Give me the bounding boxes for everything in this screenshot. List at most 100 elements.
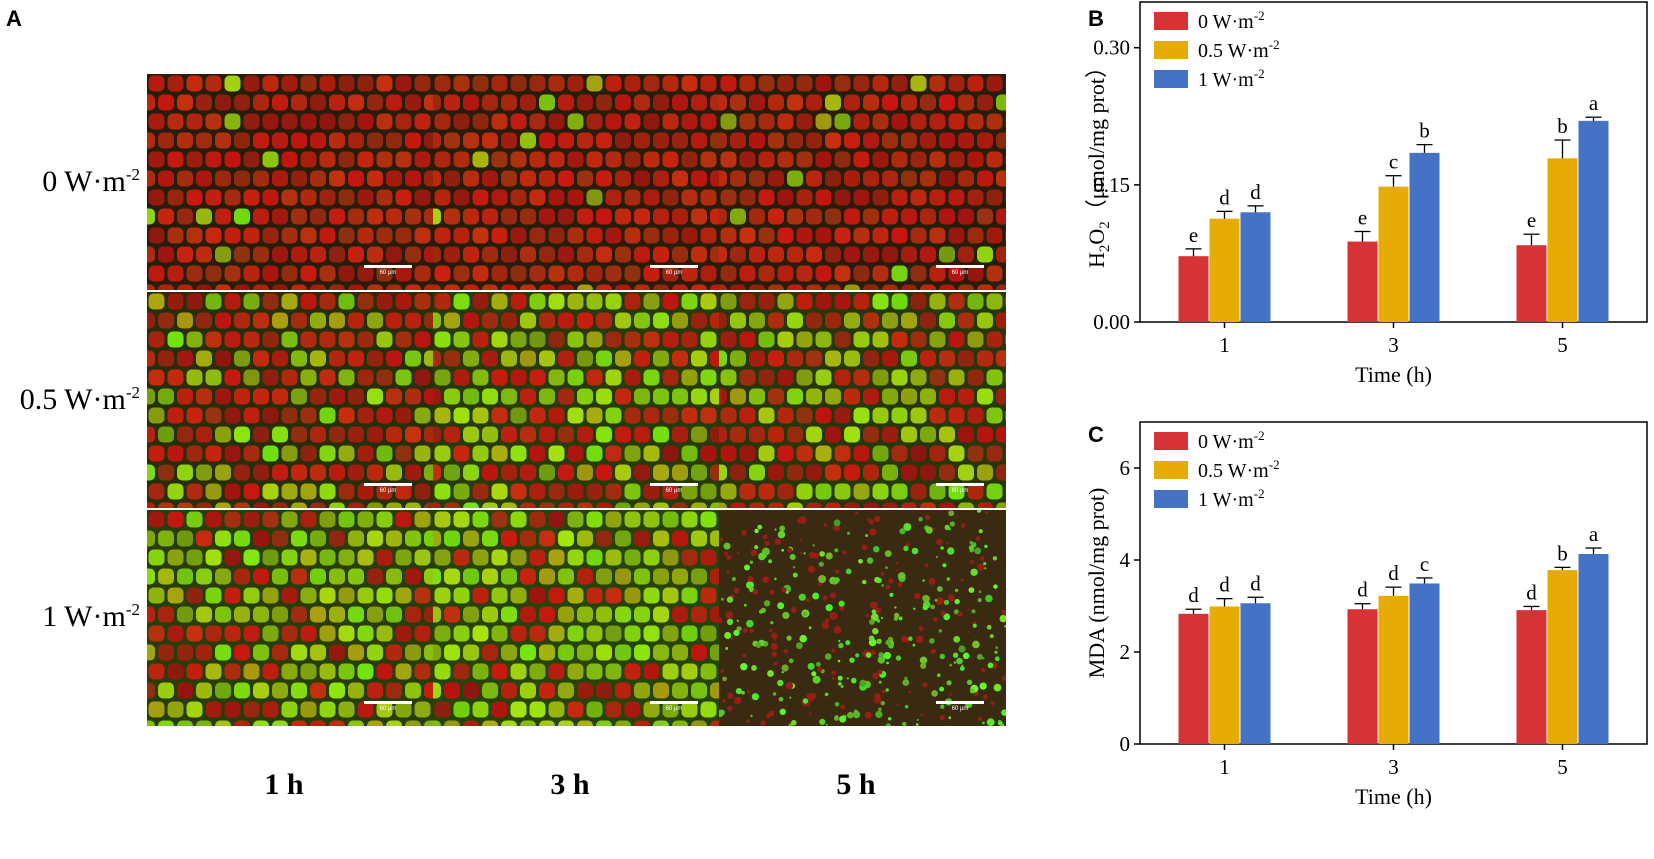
bar — [1178, 256, 1209, 322]
y-tick-label: 0.30 — [1093, 36, 1130, 60]
bar — [1578, 120, 1609, 322]
significance-letter: c — [1389, 150, 1398, 174]
bar — [1516, 610, 1547, 744]
x-tick-label: 5 — [1557, 333, 1568, 357]
scale-bar-line — [364, 701, 412, 704]
scale-bar: 60 µm — [364, 701, 412, 712]
bar — [1547, 570, 1578, 744]
legend-label: 0.5 W·m-2 — [1198, 457, 1280, 482]
panel-b-letter: B — [1088, 6, 1104, 31]
bar — [1347, 609, 1378, 744]
x-tick-label: 3 — [1388, 333, 1399, 357]
legend-swatch — [1154, 70, 1188, 88]
x-axis-label: Time (h) — [1355, 784, 1432, 809]
micrograph-r2-c1: 60 µm — [433, 510, 720, 726]
bar — [1347, 241, 1378, 322]
row-label-1w: 1 W·m-2 — [42, 600, 140, 633]
significance-letter: e — [1358, 205, 1367, 229]
significance-letter: d — [1250, 571, 1261, 595]
legend-label: 0.5 W·m-2 — [1198, 37, 1280, 62]
scale-bar-label: 60 µm — [379, 488, 397, 494]
y-tick-label: 0.15 — [1093, 173, 1130, 197]
x-axis-label: Time (h) — [1355, 362, 1432, 387]
legend-label: 0 W·m-2 — [1198, 8, 1265, 33]
bar — [1378, 595, 1409, 744]
significance-letter: d — [1357, 578, 1368, 602]
y-tick-label: 6 — [1120, 456, 1131, 480]
scale-bar-line — [650, 483, 698, 486]
scale-bar-label: 60 µm — [665, 488, 683, 494]
significance-letter: e — [1527, 208, 1536, 232]
micrograph-r1-c0: 60 µm — [147, 292, 434, 508]
scale-bar-label: 60 µm — [665, 270, 683, 276]
legend-swatch — [1154, 461, 1188, 479]
significance-letter: e — [1189, 223, 1198, 247]
bar — [1409, 583, 1440, 744]
y-axis-label: MDA (nmol/mg prot) — [1084, 488, 1109, 679]
significance-letter: b — [1557, 114, 1568, 138]
scale-bar-line — [650, 701, 698, 704]
bar — [1240, 603, 1271, 744]
x-tick-label: 1 — [1219, 755, 1230, 779]
legend-swatch — [1154, 432, 1188, 450]
scale-bar: 60 µm — [650, 265, 698, 276]
scale-bar: 60 µm — [936, 265, 984, 276]
significance-letter: b — [1557, 541, 1568, 565]
row-label-0w: 0 W·m-2 — [42, 165, 140, 198]
micrograph-r0-c0: 60 µm — [147, 74, 434, 290]
scale-bar-label: 60 µm — [379, 270, 397, 276]
scale-bar-line — [936, 265, 984, 268]
scale-bar: 60 µm — [650, 701, 698, 712]
col-label-3h: 3 h — [550, 768, 590, 801]
significance-letter: d — [1388, 561, 1399, 585]
significance-letter: d — [1219, 573, 1230, 597]
significance-letter: d — [1526, 580, 1537, 604]
x-tick-label: 1 — [1219, 333, 1230, 357]
scale-bar-line — [364, 265, 412, 268]
significance-letter: d — [1188, 583, 1199, 607]
col-label-5h: 5 h — [836, 768, 876, 801]
bar — [1209, 606, 1240, 744]
scale-bar-label: 60 µm — [665, 706, 683, 712]
legend-swatch — [1154, 41, 1188, 59]
significance-letter: d — [1250, 180, 1261, 204]
bar — [1516, 245, 1547, 322]
scale-bar: 60 µm — [364, 265, 412, 276]
bar — [1240, 212, 1271, 322]
scale-bar-label: 60 µm — [379, 706, 397, 712]
panel-a-letter: A — [6, 6, 22, 31]
legend-label: 1 W·m-2 — [1198, 66, 1265, 91]
micrograph-r0-c1: 60 µm — [433, 74, 720, 290]
bar — [1409, 152, 1440, 322]
y-tick-label: 4 — [1120, 548, 1131, 572]
y-tick-label: 0 — [1120, 732, 1131, 756]
micrograph-r1-c1: 60 µm — [433, 292, 720, 508]
scale-bar: 60 µm — [936, 701, 984, 712]
significance-letter: b — [1419, 119, 1430, 143]
row-label-0-5w: 0.5 W·m-2 — [19, 383, 140, 416]
significance-letter: a — [1589, 91, 1599, 115]
scale-bar-line — [364, 483, 412, 486]
micrograph-r1-c2: 60 µm — [719, 292, 1006, 508]
col-label-1h: 1 h — [264, 768, 304, 801]
scale-bar-line — [936, 483, 984, 486]
scale-bar-line — [936, 701, 984, 704]
bar — [1547, 158, 1578, 322]
significance-letter: d — [1219, 185, 1230, 209]
y-tick-label: 2 — [1120, 640, 1131, 664]
x-tick-label: 3 — [1388, 755, 1399, 779]
micrograph-r2-c2: 60 µm — [719, 510, 1006, 726]
significance-letter: c — [1420, 552, 1429, 576]
y-axis-label: H2O2（μmol/mg prot） — [1084, 56, 1113, 268]
bar — [1178, 613, 1209, 744]
scale-bar-label: 60 µm — [951, 488, 969, 494]
bar — [1209, 218, 1240, 322]
legend-swatch — [1154, 12, 1188, 30]
scale-bar: 60 µm — [936, 483, 984, 494]
micrograph-r0-c2: 60 µm — [719, 74, 1006, 290]
scale-bar: 60 µm — [650, 483, 698, 494]
scale-bar-line — [650, 265, 698, 268]
significance-letter: a — [1589, 522, 1599, 546]
